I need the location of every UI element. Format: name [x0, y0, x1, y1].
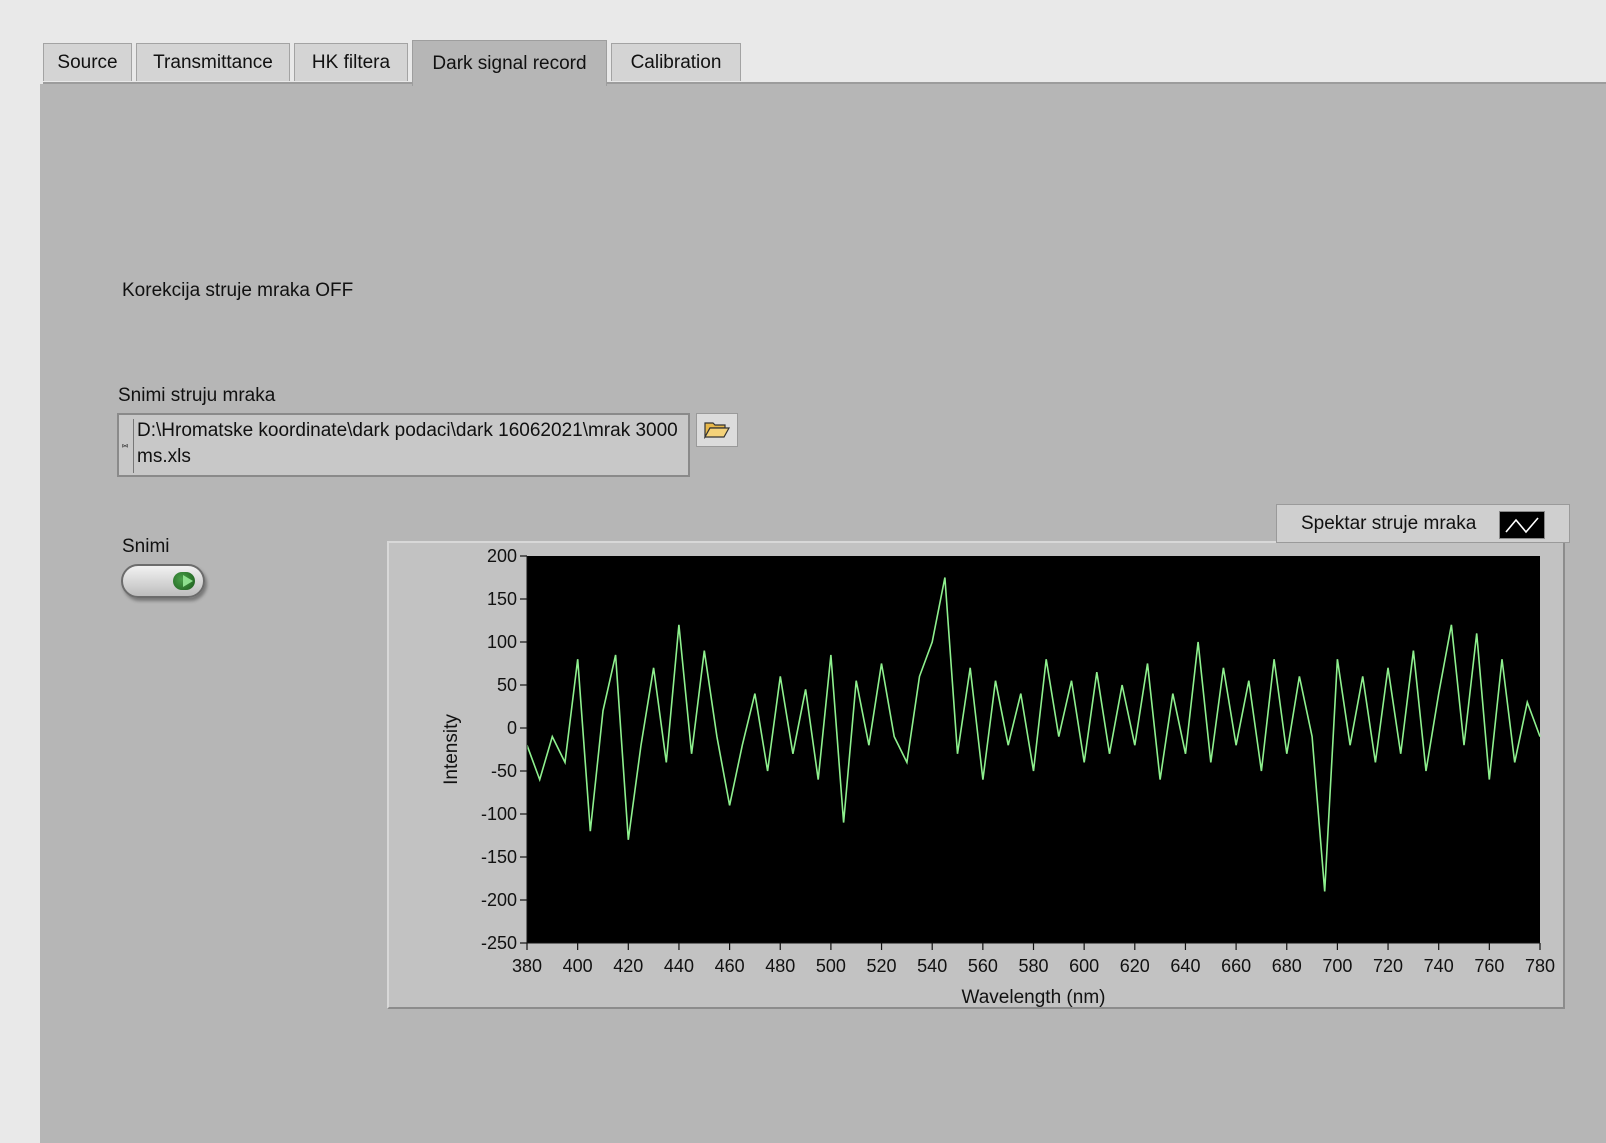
x-axis-label: Wavelength (nm): [962, 987, 1106, 1008]
y-tick-label: -250: [481, 933, 517, 953]
x-tick-label: 500: [816, 956, 846, 976]
play-icon: [183, 575, 193, 587]
y-tick-label: 200: [487, 546, 517, 566]
x-tick-label: 460: [715, 956, 745, 976]
browse-button[interactable]: [696, 413, 738, 447]
y-tick-label: -200: [481, 890, 517, 910]
tab-calibration[interactable]: Calibration: [611, 43, 741, 81]
legend-label: Spektar struje mraka: [1301, 513, 1477, 534]
dark-correction-status: Korekcija struje mraka OFF: [122, 280, 354, 301]
folder-open-icon: [704, 422, 730, 439]
x-tick-label: 600: [1069, 956, 1099, 976]
y-tick-label: -150: [481, 847, 517, 867]
x-tick-label: 400: [563, 956, 593, 976]
tab-hk-filtera[interactable]: HK filtera: [294, 43, 408, 81]
x-tick-label: 560: [968, 956, 998, 976]
x-tick-label: 760: [1474, 956, 1504, 976]
record-button-label: Snimi: [122, 536, 170, 557]
tab-source[interactable]: Source: [43, 43, 132, 81]
record-button[interactable]: [121, 564, 205, 598]
x-tick-label: 520: [867, 956, 897, 976]
x-tick-label: 620: [1120, 956, 1150, 976]
x-tick-label: 380: [512, 956, 542, 976]
path-value: D:\Hromatske koordinate\dark podaci\dark…: [137, 420, 678, 467]
y-tick-label: -100: [481, 804, 517, 824]
path-grip-icon: ⑅: [121, 440, 129, 452]
plot-legend[interactable]: Spektar struje mraka: [1276, 504, 1570, 543]
x-tick-label: 640: [1170, 956, 1200, 976]
y-tick-label: 0: [507, 718, 517, 738]
series-line: [526, 577, 1541, 892]
x-tick-label: 480: [765, 956, 795, 976]
path-control-label: Snimi struju mraka: [118, 385, 276, 406]
x-tick-label: 720: [1373, 956, 1403, 976]
legend-trace-icon: [1499, 511, 1545, 539]
x-tick-label: 660: [1221, 956, 1251, 976]
x-tick-label: 740: [1424, 956, 1454, 976]
y-tick-label: 100: [487, 632, 517, 652]
tab-transmittance[interactable]: Transmittance: [136, 43, 290, 81]
x-tick-label: 780: [1525, 956, 1555, 976]
tab-divider: [43, 82, 1606, 84]
y-tick-label: 50: [497, 675, 517, 695]
tab-strip: Source Transmittance HK filtera Dark sig…: [43, 40, 1606, 86]
tab-dark-signal-record[interactable]: Dark signal record: [412, 40, 607, 86]
plot-area: [527, 556, 1540, 943]
x-tick-label: 420: [613, 956, 643, 976]
path-input[interactable]: ⑅ D:\Hromatske koordinate\dark podaci\da…: [117, 413, 690, 477]
x-tick-label: 440: [664, 956, 694, 976]
x-tick-label: 680: [1272, 956, 1302, 976]
y-tick-label: 150: [487, 589, 517, 609]
x-tick-label: 540: [917, 956, 947, 976]
path-separator: [133, 419, 134, 473]
x-tick-label: 700: [1322, 956, 1352, 976]
x-tick-label: 580: [1018, 956, 1048, 976]
y-axis-label: Intensity: [441, 714, 462, 785]
y-tick-label: -50: [491, 761, 517, 781]
